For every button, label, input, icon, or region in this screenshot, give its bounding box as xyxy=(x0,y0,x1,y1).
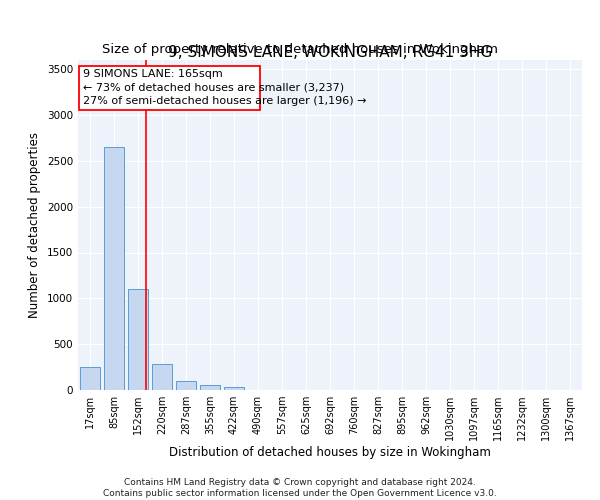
Text: 9 SIMONS LANE: 165sqm
← 73% of detached houses are smaller (3,237)
27% of semi-d: 9 SIMONS LANE: 165sqm ← 73% of detached … xyxy=(83,70,366,106)
Bar xyxy=(176,381,196,390)
Text: Size of property relative to detached houses in Wokingham: Size of property relative to detached ho… xyxy=(102,42,498,56)
Bar xyxy=(224,387,244,390)
Text: Contains HM Land Registry data © Crown copyright and database right 2024.
Contai: Contains HM Land Registry data © Crown c… xyxy=(103,478,497,498)
Bar xyxy=(200,386,220,390)
Title: 9, SIMONS LANE, WOKINGHAM, RG41 3HG: 9, SIMONS LANE, WOKINGHAM, RG41 3HG xyxy=(168,45,492,60)
X-axis label: Distribution of detached houses by size in Wokingham: Distribution of detached houses by size … xyxy=(169,446,491,459)
Bar xyxy=(128,289,148,390)
FancyBboxPatch shape xyxy=(79,66,260,110)
Bar xyxy=(152,364,172,390)
Bar xyxy=(104,147,124,390)
Y-axis label: Number of detached properties: Number of detached properties xyxy=(28,132,41,318)
Bar xyxy=(80,367,100,390)
